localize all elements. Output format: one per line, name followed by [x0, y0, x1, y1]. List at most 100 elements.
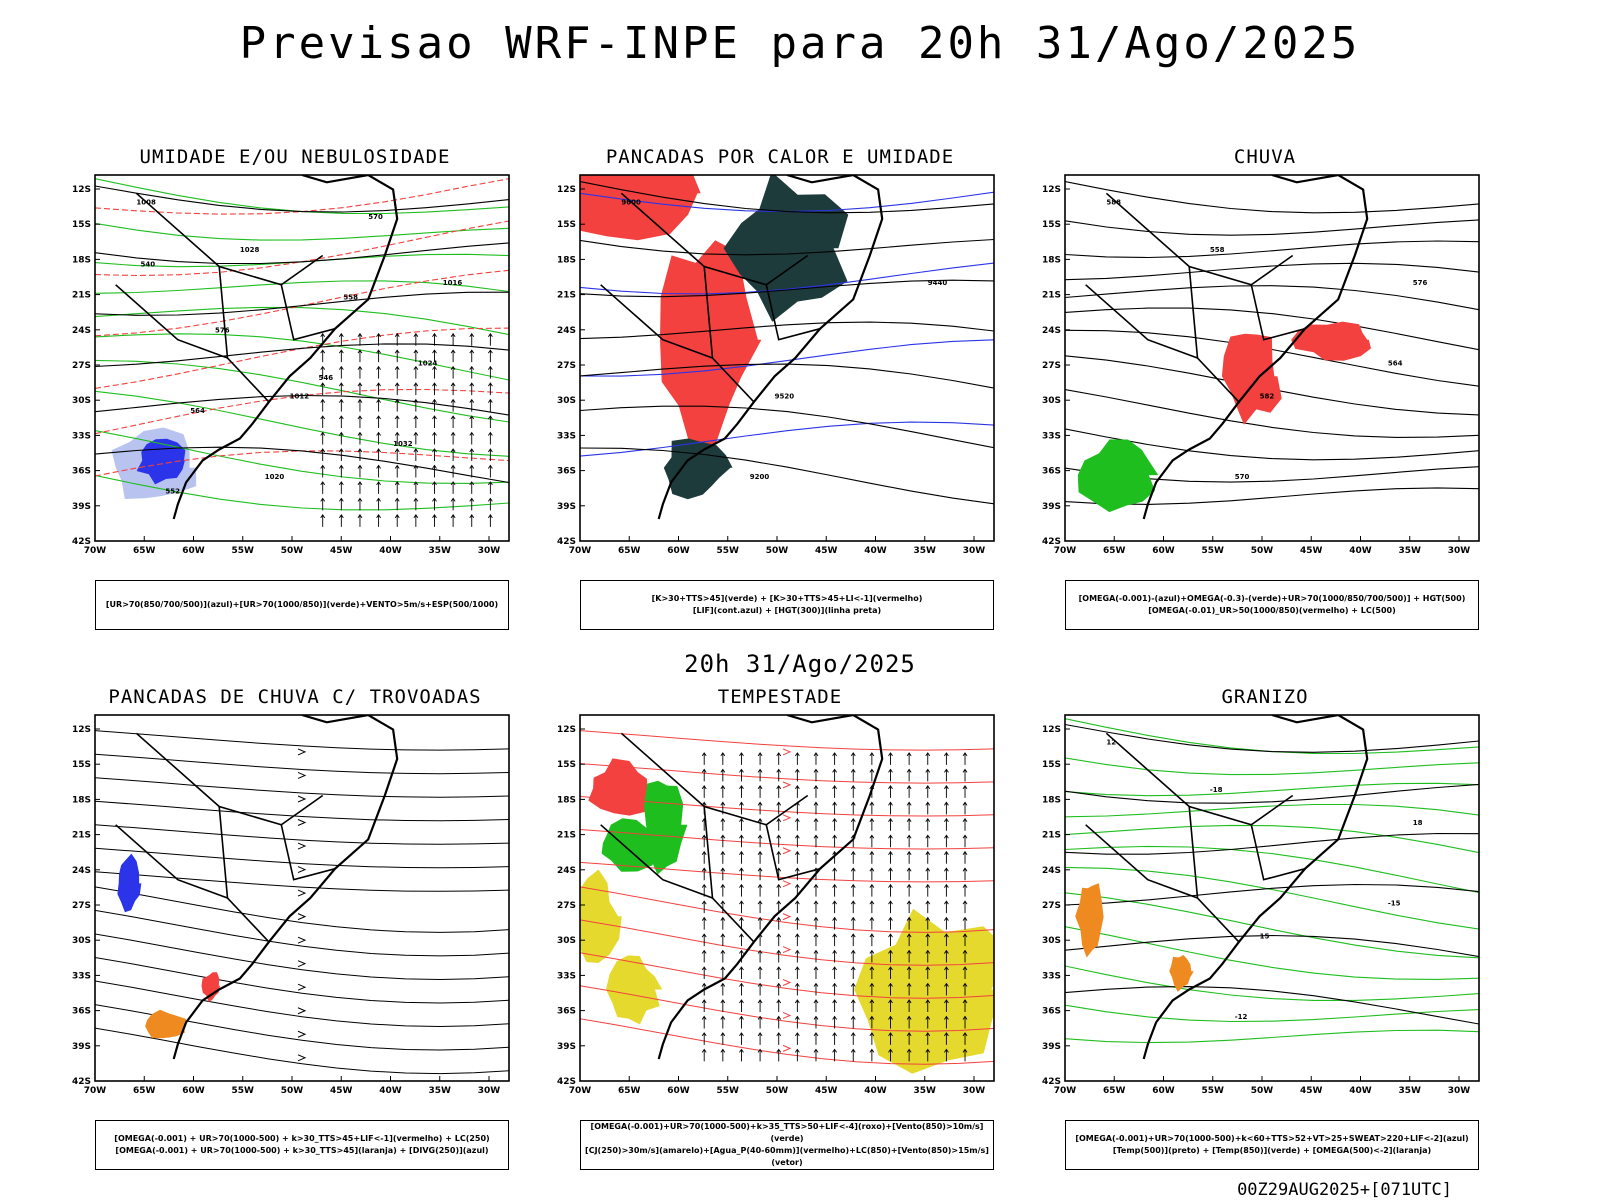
lat-tick-label: 15S — [72, 220, 91, 230]
wind-vector — [832, 999, 837, 1012]
streamline-850 — [580, 763, 994, 784]
rain-red-area — [1221, 333, 1282, 425]
lon-tick-label: 35W — [914, 546, 937, 556]
lat-tick-label: 15S — [1042, 220, 1061, 230]
wind-vector — [432, 382, 437, 396]
pressure-contour — [95, 242, 509, 265]
wind-vector — [832, 817, 837, 831]
wind-vector — [757, 867, 763, 881]
wind-vector — [757, 949, 763, 963]
wind-vector — [357, 349, 363, 363]
height-500-contour — [1065, 389, 1479, 438]
wind-vector — [701, 752, 707, 765]
legend-line: [LIF](cont.azul) + [HGT(300)](linha pret… — [692, 606, 882, 615]
contour-label: 1016 — [443, 279, 463, 287]
wind-vector — [869, 817, 875, 831]
wind-vector — [394, 332, 400, 346]
wind-vector — [338, 481, 344, 494]
wind-vector — [850, 752, 856, 765]
lon-tick-label: 55W — [717, 546, 740, 556]
wind-vector — [906, 817, 912, 831]
pressure-contour — [95, 291, 509, 316]
wind-vector — [469, 365, 475, 379]
lon-tick-label: 50W — [766, 546, 789, 556]
wind-vector — [794, 949, 800, 963]
wind-vector — [794, 916, 800, 930]
wind-vector — [850, 801, 856, 815]
wind-vector — [413, 398, 419, 412]
lat-tick-label: 42S — [1042, 537, 1061, 547]
wind-vector — [320, 464, 326, 478]
wind-vector — [832, 1015, 837, 1029]
wind-vector — [720, 752, 726, 765]
omega-area — [1075, 883, 1104, 958]
wind-vector — [701, 867, 707, 881]
wind-vector — [869, 982, 875, 996]
wind-vector — [320, 431, 326, 445]
lat-tick-label: 36S — [72, 467, 91, 477]
lon-tick-label: 65W — [618, 1086, 641, 1096]
wind-vector — [813, 768, 819, 782]
state-border — [1085, 284, 1198, 359]
state-border — [765, 284, 821, 341]
wind-vector — [776, 785, 782, 798]
wind-vector — [944, 867, 949, 881]
wind-vector — [757, 834, 763, 848]
wind-vector — [813, 801, 819, 815]
pressure-contour — [95, 343, 509, 368]
wind-vector — [394, 448, 400, 461]
wind-vector — [487, 415, 493, 429]
streamline-arrow — [297, 771, 307, 779]
wind-vector — [739, 850, 744, 864]
lon-tick-label: 70W — [1054, 546, 1077, 556]
wind-vector — [394, 431, 400, 445]
wind-vector — [357, 497, 363, 511]
lat-tick-label: 21S — [72, 291, 91, 301]
panel-legend: [OMEGA(-0.001)-(azul)+OMEGA(-0.3)-(verde… — [1065, 580, 1479, 630]
lat-tick-label: 12S — [557, 185, 576, 195]
wind-vector — [869, 900, 875, 914]
lat-tick-label: 33S — [557, 431, 576, 441]
streamline-arrow — [297, 748, 307, 756]
wind-vector — [739, 834, 744, 848]
contour-label: 570 — [368, 213, 383, 221]
lat-tick-label: 24S — [557, 326, 576, 336]
wind-vector — [720, 966, 726, 980]
state-border — [280, 284, 336, 341]
plot-frame — [94, 714, 510, 1082]
wind-vector — [944, 768, 949, 782]
low-level-humidity-contour — [95, 474, 509, 511]
heat-shower-area — [723, 175, 849, 322]
wind-vector — [776, 883, 782, 897]
contour-label: 12 — [1106, 738, 1116, 746]
streamline — [95, 909, 509, 957]
wind-vector — [394, 365, 400, 379]
lat-tick-label: 21S — [557, 291, 576, 301]
wind-vector — [320, 349, 326, 363]
wind-vector — [794, 850, 800, 864]
wind-vector — [906, 801, 912, 815]
wind-vector — [925, 867, 931, 881]
wind-vector — [720, 850, 726, 864]
lat-tick-label: 33S — [1042, 971, 1061, 981]
temp-850-contour — [1065, 965, 1479, 1001]
wind-vector — [962, 933, 968, 947]
wind-vector — [832, 752, 837, 765]
lat-tick-label: 39S — [557, 1042, 576, 1052]
streamline-850 — [580, 1018, 994, 1065]
lat-tick-label: 15S — [1042, 760, 1061, 770]
wind-vector — [776, 900, 782, 914]
lon-tick-label: 60W — [667, 546, 690, 556]
jet-250-area — [580, 869, 622, 963]
lon-tick-label: 40W — [864, 546, 887, 556]
wind-vector — [888, 933, 893, 947]
wind-vector — [469, 497, 475, 511]
lon-tick-label: 30W — [478, 1086, 501, 1096]
wind-vector — [794, 900, 800, 914]
legend-line: [Temp(500)](preto) + [Temp(850)](verde) … — [1112, 1146, 1432, 1155]
wind-vector — [357, 398, 363, 412]
wind-vector — [794, 768, 800, 782]
wind-vector — [962, 817, 968, 831]
wind-vector — [739, 1032, 744, 1045]
